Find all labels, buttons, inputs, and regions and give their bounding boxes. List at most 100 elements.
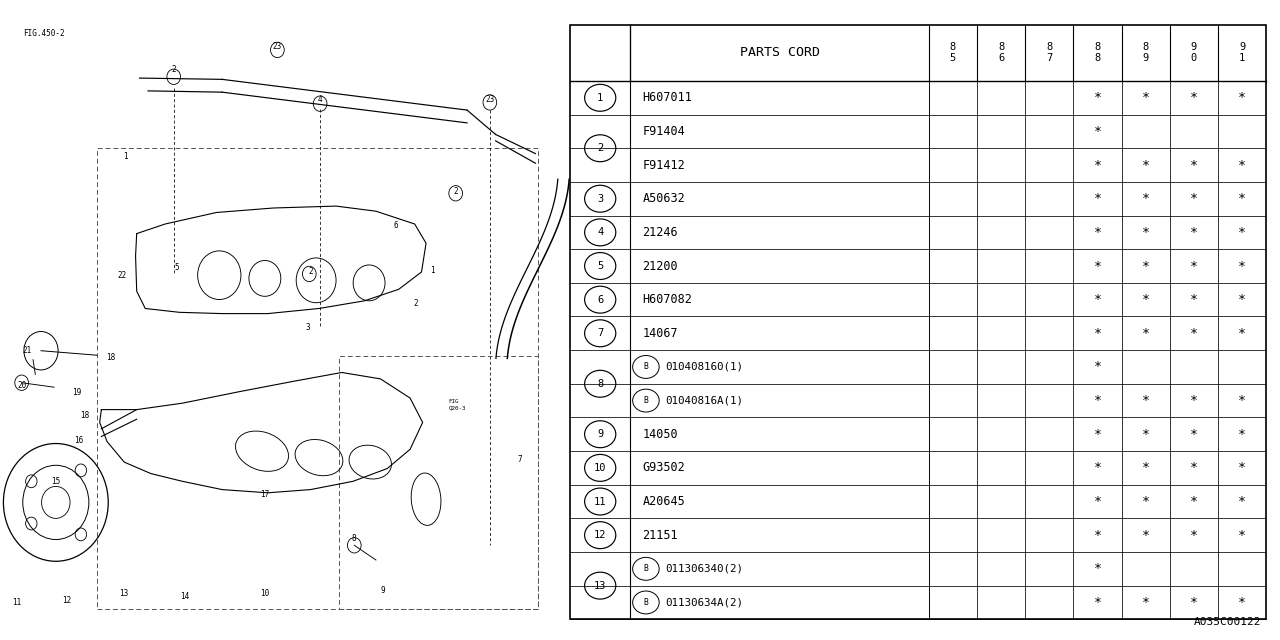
Text: 4: 4 [596, 227, 603, 237]
Text: *: * [1093, 192, 1102, 205]
Text: 2: 2 [308, 268, 312, 276]
Text: 12: 12 [594, 530, 607, 540]
Text: 13: 13 [594, 580, 607, 591]
Text: 16: 16 [74, 436, 83, 445]
Text: 3: 3 [596, 194, 603, 204]
Text: 2: 2 [453, 188, 458, 196]
Text: 9
0: 9 0 [1190, 42, 1197, 63]
Text: 1: 1 [430, 266, 435, 275]
Text: 4: 4 [317, 95, 323, 104]
Text: 01040816A(1): 01040816A(1) [666, 396, 744, 406]
Text: *: * [1093, 327, 1102, 340]
Text: 10: 10 [260, 589, 270, 598]
Text: *: * [1142, 428, 1149, 441]
Text: *: * [1142, 259, 1149, 273]
Text: A50632: A50632 [643, 192, 685, 205]
Text: *: * [1142, 596, 1149, 609]
Text: 1: 1 [123, 152, 128, 161]
Text: 1: 1 [596, 93, 603, 103]
Text: 23: 23 [273, 42, 282, 51]
Text: 6: 6 [596, 294, 603, 305]
Text: 3: 3 [305, 323, 310, 332]
Text: *: * [1093, 563, 1102, 575]
Text: 2: 2 [413, 300, 419, 308]
Text: 2: 2 [172, 65, 177, 74]
Text: 8: 8 [352, 534, 357, 543]
Text: 22: 22 [118, 271, 127, 280]
Text: *: * [1142, 159, 1149, 172]
Text: H607011: H607011 [643, 92, 692, 104]
Text: *: * [1190, 495, 1198, 508]
Text: *: * [1093, 360, 1102, 374]
Text: *: * [1142, 461, 1149, 474]
Text: 6: 6 [393, 221, 398, 230]
Text: *: * [1093, 394, 1102, 407]
Text: 5: 5 [174, 263, 179, 272]
Text: *: * [1093, 596, 1102, 609]
Text: 10: 10 [594, 463, 607, 473]
Text: *: * [1142, 226, 1149, 239]
Text: FIG.450-2: FIG.450-2 [23, 29, 64, 38]
Text: *: * [1190, 529, 1198, 541]
Text: 21200: 21200 [643, 259, 678, 273]
Text: *: * [1142, 394, 1149, 407]
Text: *: * [1142, 192, 1149, 205]
Text: *: * [1238, 327, 1247, 340]
Text: *: * [1142, 327, 1149, 340]
Text: A20645: A20645 [643, 495, 685, 508]
Text: 8
7: 8 7 [1046, 42, 1052, 63]
Text: *: * [1142, 529, 1149, 541]
Text: F91404: F91404 [643, 125, 685, 138]
Text: *: * [1093, 293, 1102, 306]
Text: *: * [1190, 92, 1198, 104]
Bar [339, 356, 539, 609]
Text: 8
6: 8 6 [998, 42, 1005, 63]
Text: 9: 9 [380, 586, 385, 595]
Text: G93502: G93502 [643, 461, 685, 474]
Text: B: B [644, 564, 649, 573]
Text: 14: 14 [180, 592, 189, 601]
Text: *: * [1093, 495, 1102, 508]
Text: *: * [1190, 159, 1198, 172]
Text: 18: 18 [79, 412, 88, 420]
Text: *: * [1238, 461, 1247, 474]
Text: 12: 12 [63, 596, 72, 605]
Text: *: * [1238, 293, 1247, 306]
Text: *: * [1238, 259, 1247, 273]
Text: H607082: H607082 [643, 293, 692, 306]
Text: 11: 11 [13, 598, 22, 607]
Text: *: * [1238, 596, 1247, 609]
Text: 8
8: 8 8 [1094, 42, 1101, 63]
Text: *: * [1238, 529, 1247, 541]
Text: *: * [1190, 259, 1198, 273]
Text: *: * [1190, 226, 1198, 239]
Text: *: * [1093, 92, 1102, 104]
Text: *: * [1238, 92, 1247, 104]
Text: *: * [1190, 428, 1198, 441]
Text: 17: 17 [260, 490, 270, 499]
Text: B: B [644, 598, 649, 607]
Text: 9
1: 9 1 [1239, 42, 1245, 63]
Text: *: * [1190, 461, 1198, 474]
Text: *: * [1093, 125, 1102, 138]
Text: 7: 7 [596, 328, 603, 339]
Text: 8
9: 8 9 [1143, 42, 1149, 63]
Text: 21151: 21151 [643, 529, 678, 541]
Text: *: * [1190, 327, 1198, 340]
Text: 20: 20 [17, 381, 27, 390]
Text: *: * [1093, 259, 1102, 273]
Text: *: * [1093, 461, 1102, 474]
Text: 15: 15 [51, 477, 60, 486]
Text: PARTS CORD: PARTS CORD [740, 46, 819, 60]
Text: *: * [1190, 192, 1198, 205]
Text: 23: 23 [485, 95, 494, 104]
Text: *: * [1142, 293, 1149, 306]
Text: 011306340(2): 011306340(2) [666, 564, 744, 574]
Text: *: * [1190, 596, 1198, 609]
Text: 21246: 21246 [643, 226, 678, 239]
Text: *: * [1142, 495, 1149, 508]
Text: A035C00122: A035C00122 [1193, 617, 1261, 627]
Text: 7: 7 [517, 455, 522, 464]
Text: *: * [1190, 293, 1198, 306]
Text: *: * [1093, 529, 1102, 541]
